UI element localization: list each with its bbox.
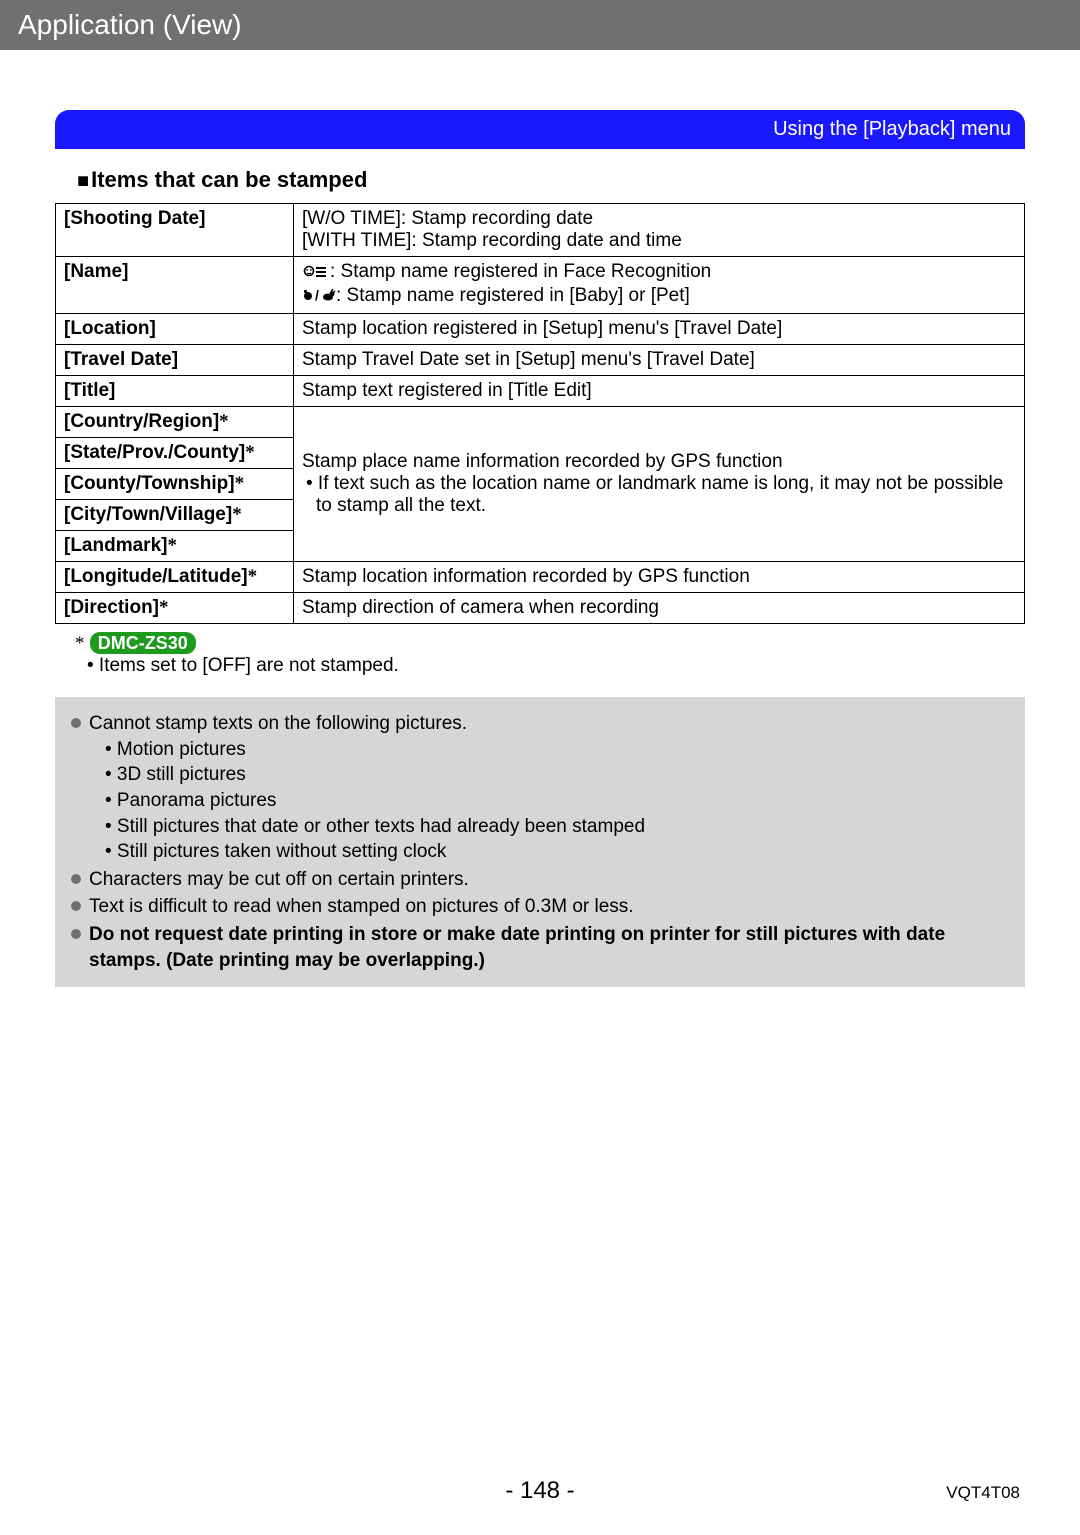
window-titlebar: Application (View) (0, 0, 1080, 50)
footnote-line: • Items set to [OFF] are not stamped. (87, 655, 399, 676)
page-number: - 148 - (505, 1477, 574, 1505)
svg-text:/: / (315, 287, 319, 303)
table-row: [Travel Date] Stamp Travel Date set in [… (56, 345, 1025, 376)
table-row: [Name] : Stamp name registered in Face R… (56, 257, 1025, 314)
desc-line: : Stamp name registered in [Baby] or [Pe… (336, 285, 690, 306)
desc-line: [WITH TIME]: Stamp recording date and ti… (302, 230, 682, 251)
row-desc: Stamp Travel Date set in [Setup] menu's … (294, 345, 1025, 376)
table-row: [Longitude/Latitude]* Stamp location inf… (56, 562, 1025, 593)
row-desc: Stamp location registered in [Setup] men… (294, 314, 1025, 345)
table-row: [Direction]* Stamp direction of camera w… (56, 593, 1025, 624)
row-label: [Title] (56, 376, 294, 407)
row-label: [City/Town/Village]* (56, 500, 294, 531)
desc-subline: • If text such as the location name or l… (302, 473, 1016, 517)
notes-box: Cannot stamp texts on the following pict… (55, 697, 1025, 987)
row-desc: Stamp direction of camera when recording (294, 593, 1025, 624)
note-item: Characters may be cut off on certain pri… (71, 867, 1009, 893)
row-desc: : Stamp name registered in Face Recognit… (294, 257, 1025, 314)
row-desc: Stamp text registered in [Title Edit] (294, 376, 1025, 407)
document-code: VQT4T08 (946, 1483, 1020, 1503)
row-label: [Landmark]* (56, 531, 294, 562)
row-label: [Travel Date] (56, 345, 294, 376)
row-label: [Location] (56, 314, 294, 345)
note-sub: • Motion pictures (105, 737, 1009, 763)
baby-pet-icon: / (302, 287, 336, 309)
note-item-warning: Do not request date printing in store or… (71, 922, 1009, 973)
note-item: Cannot stamp texts on the following pict… (71, 711, 1009, 737)
model-badge: DMC-ZS30 (90, 632, 196, 654)
row-label: [Country/Region]* (56, 407, 294, 438)
note-sub: • Still pictures that date or other text… (105, 814, 1009, 840)
row-label: [Direction]* (56, 593, 294, 624)
row-label: [Name] (56, 257, 294, 314)
footnote-block: * DMC-ZS30 • Items set to [OFF] are not … (75, 632, 1025, 677)
desc-line: : Stamp name registered in Face Recognit… (330, 261, 711, 282)
page-content: Using the [Playback] menu Items that can… (0, 50, 1080, 987)
face-recognition-icon (302, 263, 330, 285)
desc-line: Stamp place name information recorded by… (302, 451, 783, 472)
row-label: [Longitude/Latitude]* (56, 562, 294, 593)
page-footer: - 148 - VQT4T08 (0, 1477, 1080, 1505)
table-row: [Shooting Date] [W/O TIME]: Stamp record… (56, 204, 1025, 257)
table-row: [Country/Region]* Stamp place name infor… (56, 407, 1025, 438)
table-row: [Location] Stamp location registered in … (56, 314, 1025, 345)
asterisk-mark: * (75, 633, 85, 654)
note-item: Text is difficult to read when stamped o… (71, 894, 1009, 920)
row-label: [County/Township]* (56, 469, 294, 500)
note-sub: • 3D still pictures (105, 762, 1009, 788)
stamp-table: [Shooting Date] [W/O TIME]: Stamp record… (55, 203, 1025, 624)
desc-line: [W/O TIME]: Stamp recording date (302, 208, 593, 229)
row-desc-merged: Stamp place name information recorded by… (294, 407, 1025, 562)
table-row: [Title] Stamp text registered in [Title … (56, 376, 1025, 407)
section-heading: Items that can be stamped (77, 167, 1025, 193)
row-label: [State/Prov./County]* (56, 438, 294, 469)
row-desc: Stamp location information recorded by G… (294, 562, 1025, 593)
section-ribbon: Using the [Playback] menu (55, 110, 1025, 149)
row-desc: [W/O TIME]: Stamp recording date [WITH T… (294, 204, 1025, 257)
note-sub: • Still pictures taken without setting c… (105, 839, 1009, 865)
row-label: [Shooting Date] (56, 204, 294, 257)
note-sub: • Panorama pictures (105, 788, 1009, 814)
